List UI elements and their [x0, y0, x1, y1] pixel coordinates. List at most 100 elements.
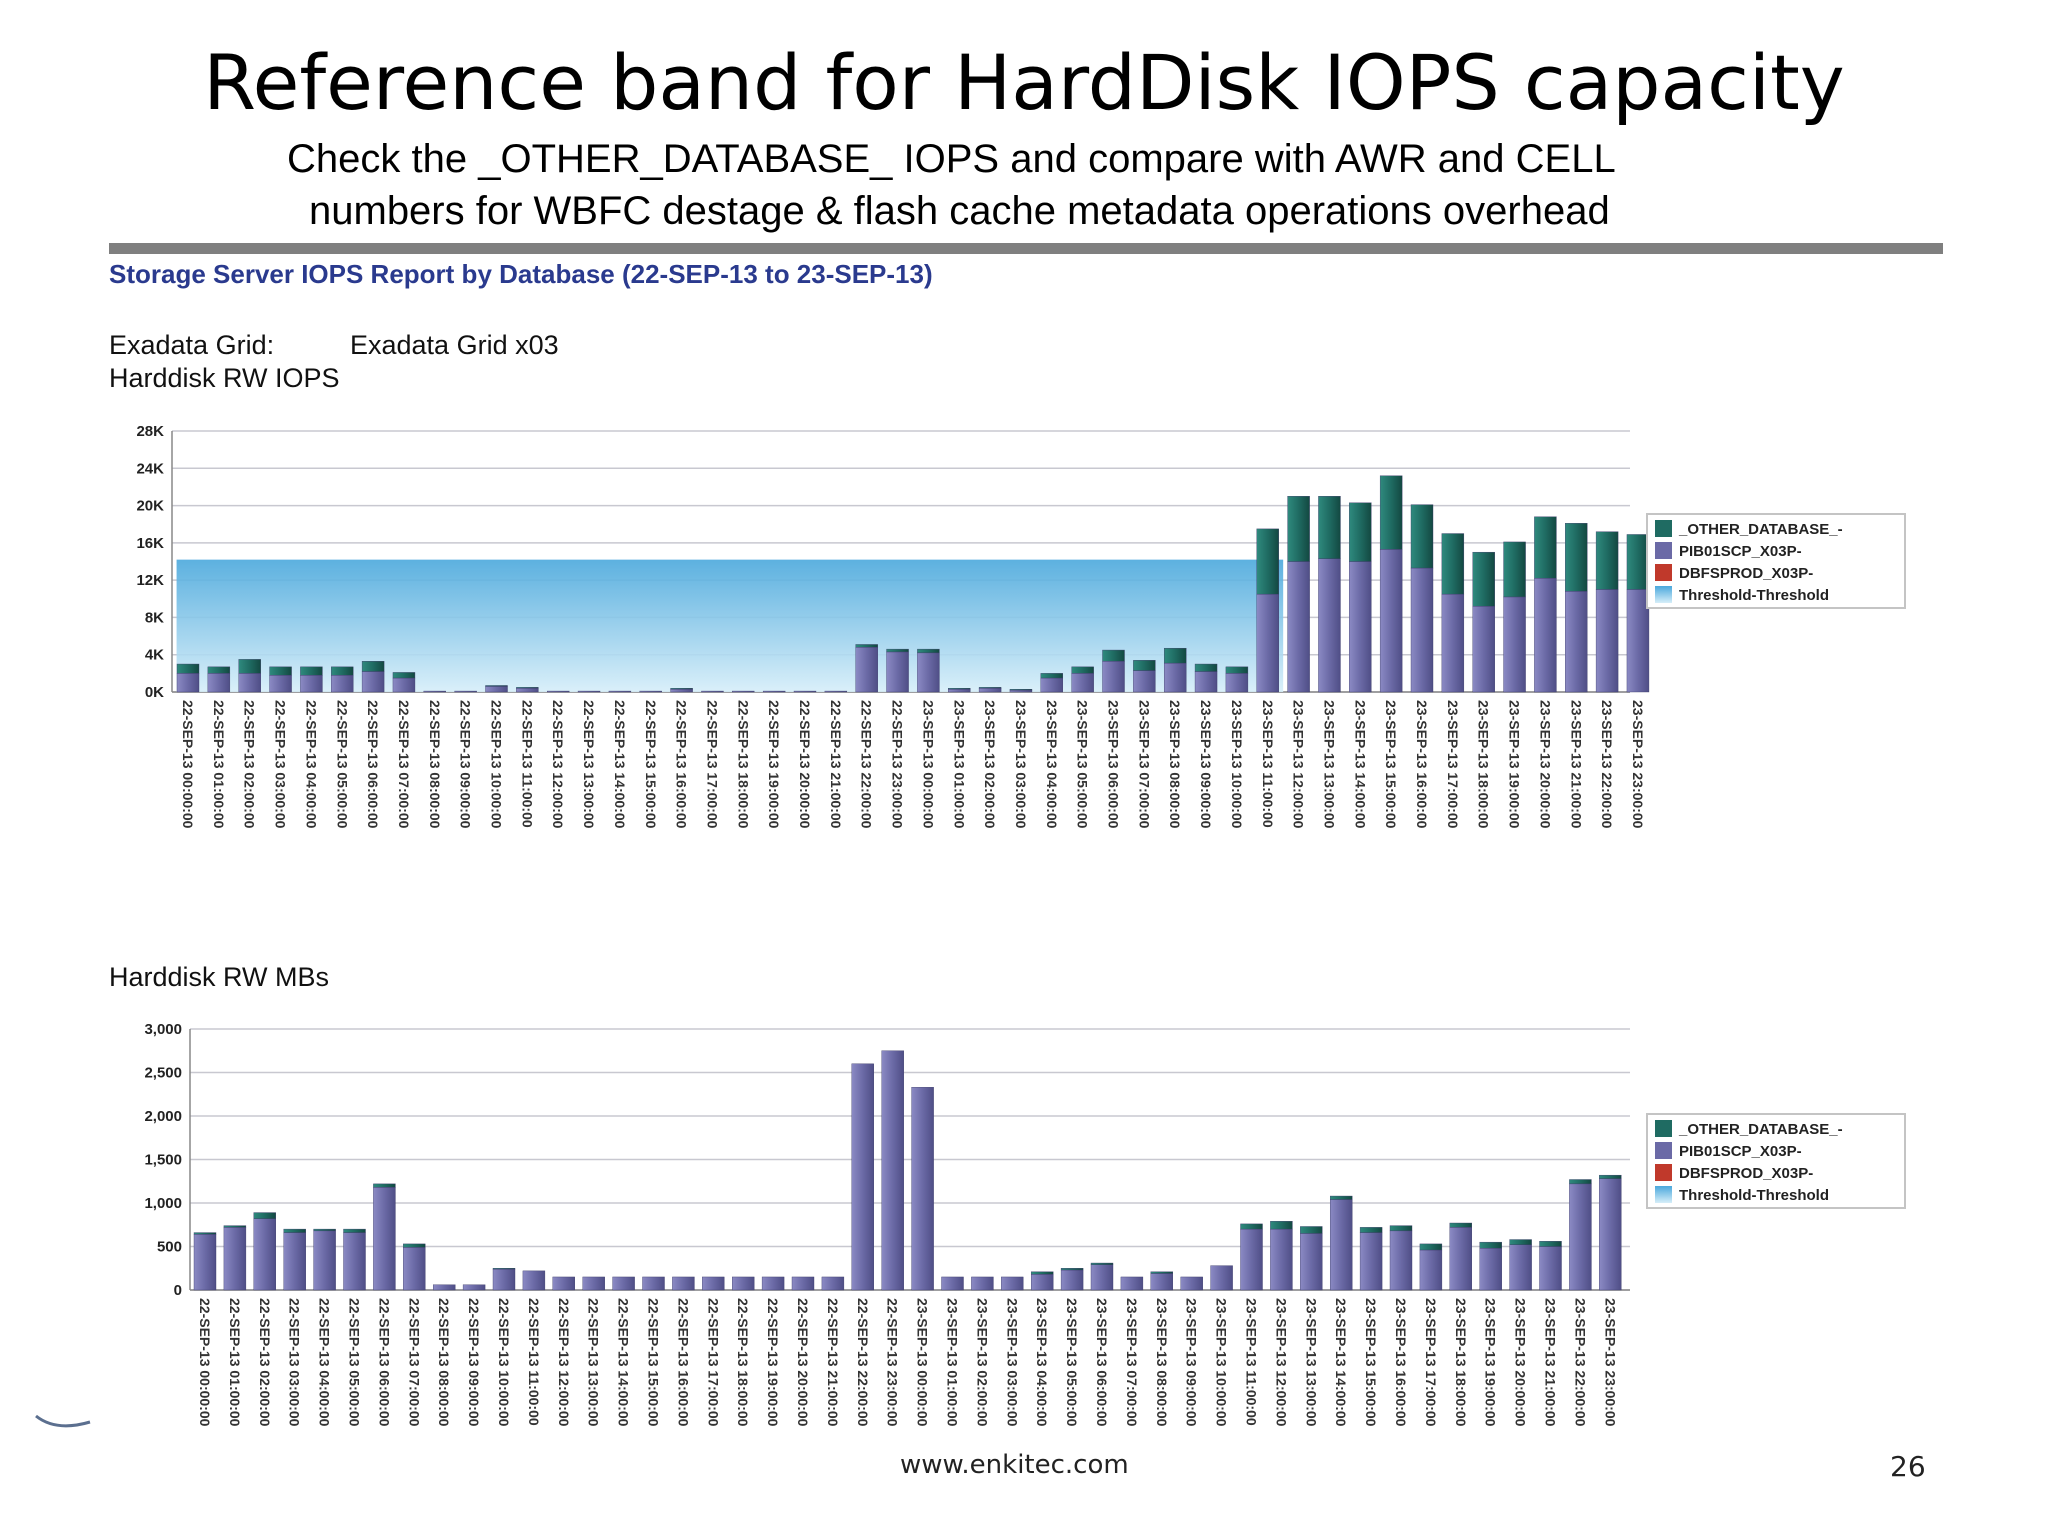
bar-pib01scp-x03p: [207, 673, 231, 693]
bar-pib01scp-x03p: [762, 690, 786, 693]
bar-other-database: [1030, 1271, 1054, 1275]
bar-pib01scp-x03p: [1329, 1199, 1353, 1291]
y-tick-label: 12K: [136, 572, 164, 589]
x-tick-label: 23-SEP-13 18:00:00: [1476, 700, 1492, 829]
x-tick-label: 22-SEP-13 15:00:00: [643, 700, 659, 829]
page-number: 26: [1890, 1450, 1926, 1483]
x-tick-label: 22-SEP-13 09:00:00: [466, 1298, 482, 1427]
legend-label: Threshold-Threshold: [1679, 587, 1829, 604]
bar-pib01scp-x03p: [1040, 677, 1064, 693]
y-tick-label: 3,000: [144, 1021, 182, 1038]
x-tick-label: 22-SEP-13 04:00:00: [303, 700, 319, 829]
x-tick-label: 22-SEP-13 03:00:00: [273, 700, 289, 829]
bar-other-database: [300, 666, 323, 676]
x-tick-label: 22-SEP-13 08:00:00: [427, 700, 443, 829]
legend-box: [1646, 513, 1906, 609]
bar-pib01scp-x03p: [269, 675, 292, 693]
x-tick-label: 23-SEP-13 05:00:00: [1064, 1298, 1080, 1427]
x-tick-label: 22-SEP-13 11:00:00: [519, 700, 535, 828]
bar-other-database: [313, 1228, 336, 1232]
bar-pib01scp-x03p: [821, 1276, 845, 1291]
bar-pib01scp-x03p: [313, 1230, 336, 1291]
x-tick-label: 22-SEP-13 16:00:00: [675, 1298, 691, 1427]
bar-pib01scp-x03p: [423, 690, 446, 693]
bar-pib01scp-x03p: [1225, 673, 1249, 693]
bar-pib01scp-x03p: [343, 1232, 366, 1291]
bar-pib01scp-x03p: [1090, 1264, 1114, 1291]
x-tick-label: 23-SEP-13 10:00:00: [1214, 1298, 1230, 1427]
bar-pib01scp-x03p: [1133, 670, 1156, 693]
bar-other-database: [283, 1228, 306, 1233]
bar-other-database: [1090, 1262, 1114, 1265]
bar-other-database: [886, 648, 909, 653]
bar-other-database: [1349, 502, 1372, 562]
bar-pib01scp-x03p: [612, 1276, 635, 1291]
bar-other-database: [1194, 663, 1218, 672]
bar-pib01scp-x03p: [971, 1276, 994, 1291]
bar-pib01scp-x03p: [1379, 549, 1403, 693]
bar-pib01scp-x03p: [582, 1276, 605, 1291]
bar-pib01scp-x03p: [948, 689, 971, 693]
bar-pib01scp-x03p: [1150, 1273, 1174, 1291]
x-tick-label: 22-SEP-13 10:00:00: [489, 700, 505, 829]
legend-label: DBFSPROD_X03P-: [1679, 1165, 1813, 1182]
exadata-grid-value: Exadata Grid x03: [350, 330, 559, 360]
x-tick-label: 22-SEP-13 09:00:00: [458, 700, 474, 829]
bar-pib01scp-x03p: [1001, 1276, 1024, 1291]
bar-pib01scp-x03p: [223, 1227, 247, 1291]
bar-pib01scp-x03p: [1449, 1227, 1473, 1291]
bar-pib01scp-x03p: [851, 1063, 874, 1291]
x-tick-label: 22-SEP-13 02:00:00: [242, 700, 258, 829]
y-tick-label: 4K: [145, 647, 164, 664]
bar-pib01scp-x03p: [1287, 561, 1310, 693]
x-tick-label: 22-SEP-13 14:00:00: [612, 700, 628, 829]
bar-pib01scp-x03p: [761, 1276, 785, 1291]
x-tick-label: 22-SEP-13 11:00:00: [526, 1298, 542, 1426]
x-tick-label: 22-SEP-13 07:00:00: [406, 1298, 422, 1427]
bar-other-database: [269, 666, 292, 676]
bar-other-database: [343, 1228, 366, 1233]
bar-other-database: [1565, 523, 1588, 592]
bar-pib01scp-x03p: [941, 1276, 964, 1291]
y-tick-label: 1,000: [144, 1195, 182, 1212]
bar-other-database: [1240, 1223, 1263, 1230]
legend-swatch: [1655, 1186, 1672, 1203]
y-tick-label: 500: [157, 1239, 182, 1256]
y-tick-label: 1,500: [144, 1152, 182, 1169]
bar-other-database: [1595, 531, 1619, 590]
logo-swoosh-icon: [35, 1414, 91, 1428]
bar-pib01scp-x03p: [1509, 1244, 1532, 1291]
bar-other-database: [1102, 649, 1125, 662]
x-tick-label: 22-SEP-13 19:00:00: [766, 700, 782, 829]
bar-pib01scp-x03p: [193, 1234, 217, 1291]
bar-pib01scp-x03p: [1599, 1178, 1622, 1291]
bar-pib01scp-x03p: [917, 652, 940, 693]
chart-2: 0 500 1,000 1,500 2,000 2,500 3,000 22-SEP-13 0…: [144, 1021, 1906, 1427]
x-tick-label: 23-SEP-13 01:00:00: [945, 1298, 961, 1427]
bar-pib01scp-x03p: [732, 690, 755, 693]
bar-pib01scp-x03p: [361, 671, 385, 693]
x-tick-label: 23-SEP-13 17:00:00: [1423, 1298, 1439, 1427]
slide-title: Reference band for HardDisk IOPS capacit…: [203, 38, 1845, 127]
bar-other-database: [948, 688, 971, 690]
x-tick-label: 22-SEP-13 23:00:00: [890, 700, 906, 829]
x-tick-label: 22-SEP-13 08:00:00: [436, 1298, 452, 1427]
bar-other-database: [1133, 660, 1156, 671]
x-tick-label: 23-SEP-13 08:00:00: [1154, 1298, 1170, 1427]
legend-swatch: [1655, 520, 1672, 537]
y-tick-label: 24K: [136, 460, 164, 477]
footer-url: www.enkitec.com: [900, 1450, 1129, 1480]
bar-pib01scp-x03p: [1410, 567, 1434, 693]
bar-other-database: [403, 1243, 426, 1248]
bar-pib01scp-x03p: [485, 686, 508, 693]
bar-pib01scp-x03p: [672, 1276, 695, 1291]
legend-swatch: [1655, 1164, 1672, 1181]
bar-pib01scp-x03p: [1539, 1246, 1562, 1291]
bar-pib01scp-x03p: [670, 689, 693, 693]
bar-other-database: [1256, 528, 1279, 595]
bar-pib01scp-x03p: [791, 1276, 815, 1291]
bar-other-database: [373, 1183, 396, 1188]
bar-other-database: [1270, 1221, 1293, 1230]
legend-swatch: [1655, 542, 1672, 559]
x-tick-label: 22-SEP-13 15:00:00: [646, 1298, 662, 1427]
